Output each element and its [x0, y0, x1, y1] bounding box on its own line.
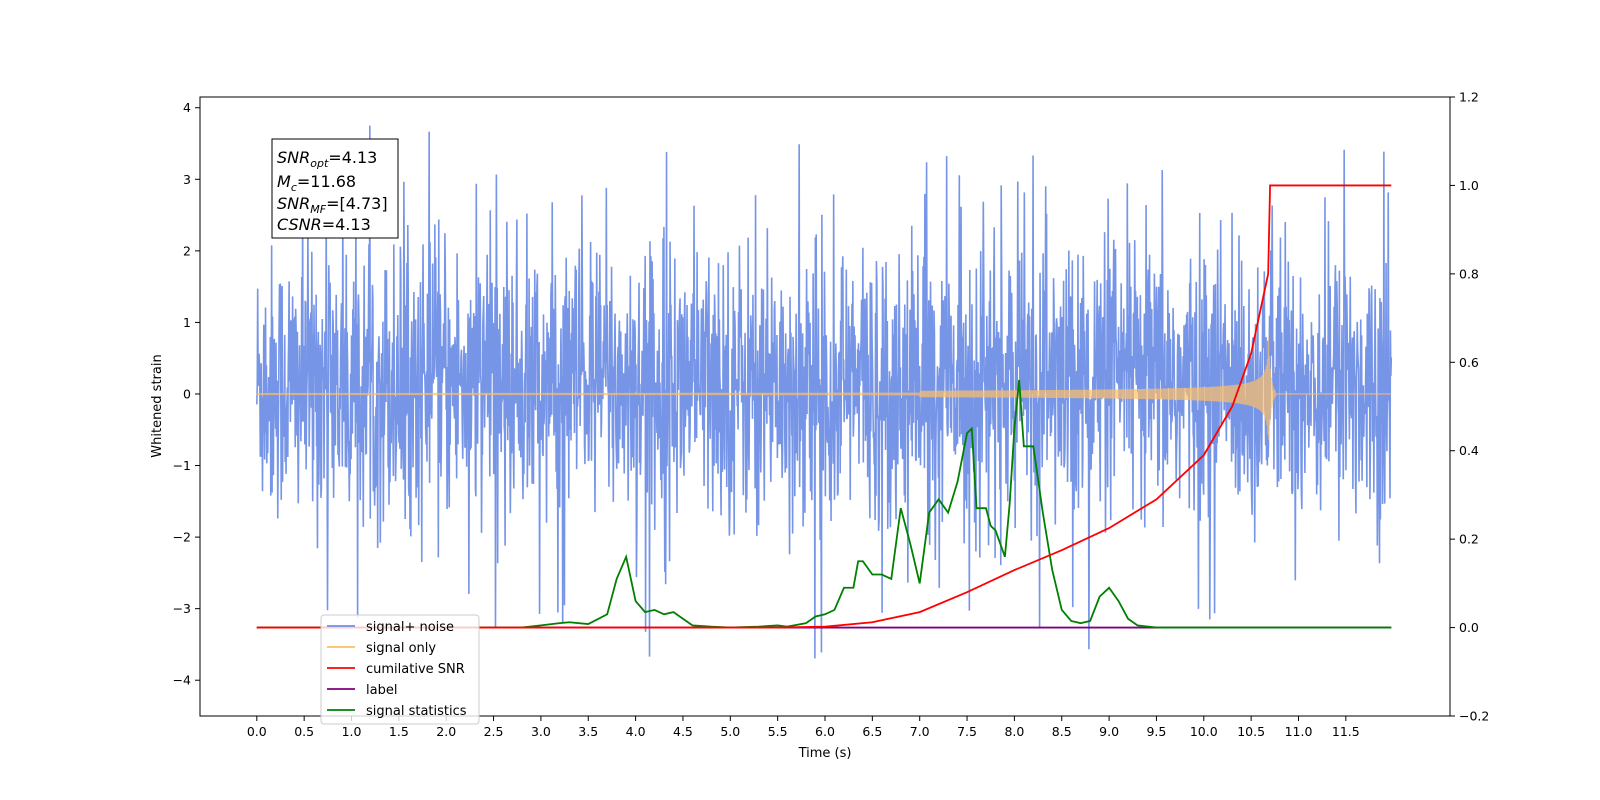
svg-text:signal+ noise: signal+ noise: [366, 620, 454, 635]
x-tick-label: 5.5: [768, 724, 788, 739]
annotation-chirp-mass: Mc=11.68: [277, 172, 356, 194]
series-cumulative-snr: [256, 184, 1392, 629]
annotation-snr-mf: SNRMF=[4.73]: [277, 194, 388, 216]
x-tick-label: 3.0: [531, 724, 551, 739]
y-axis-right: 1.2 1.0 0.8 0.6 0.4 0.2 0.0 −0.2: [1450, 90, 1489, 724]
series-signal-noise: [256, 125, 1393, 659]
svg-text:signal only: signal only: [366, 641, 436, 656]
x-tick-label: 5.0: [720, 724, 740, 739]
y-right-tick-label: 0.4: [1459, 443, 1479, 458]
y-left-tick-label: 2: [183, 243, 191, 258]
y-axis-left: 4 3 2 1 0 −1 −2 −3 −4: [173, 100, 200, 688]
x-tick-label: 8.5: [1052, 724, 1072, 739]
y-right-tick-label: 0.2: [1459, 532, 1479, 547]
x-tick-label: 7.0: [910, 724, 930, 739]
y-left-tick-label: 0: [183, 386, 191, 401]
legend-item-signal-only: signal only: [327, 641, 436, 656]
x-tick-label: 1.5: [389, 724, 409, 739]
legend: signal+ noise signal only cumilative SNR…: [320, 614, 480, 725]
x-tick-label: 10.5: [1237, 724, 1265, 739]
svg-text:label: label: [366, 683, 397, 698]
y-left-tick-label: −4: [173, 673, 191, 688]
x-tick-label: 1.0: [342, 724, 362, 739]
legend-item-cumulative-snr: cumilative SNR: [327, 662, 465, 677]
svg-text:cumilative SNR: cumilative SNR: [366, 662, 465, 677]
y-left-tick-label: −3: [173, 601, 191, 616]
plot-area: [256, 125, 1393, 659]
legend-item-label: label: [327, 683, 397, 698]
y-right-tick-label: 0.6: [1459, 355, 1479, 370]
x-tick-label: 7.5: [957, 724, 977, 739]
y-left-tick-label: −1: [173, 458, 191, 473]
y-left-tick-label: 3: [183, 172, 191, 187]
x-tick-label: 6.0: [815, 724, 835, 739]
x-tick-label: 9.5: [1146, 724, 1166, 739]
x-tick-label: 3.5: [578, 724, 598, 739]
x-tick-label: 9.0: [1099, 724, 1119, 739]
x-tick-label: 11.5: [1332, 724, 1360, 739]
x-tick-label: 4.0: [626, 724, 646, 739]
x-tick-label: 10.0: [1190, 724, 1218, 739]
y-left-tick-label: 4: [183, 100, 191, 115]
legend-item-signal-noise: signal+ noise: [327, 620, 454, 635]
y-left-tick-label: 1: [183, 315, 191, 330]
annotation-box: SNRopt=4.13 Mc=11.68 SNRMF=[4.73] CSNR=4…: [271, 138, 399, 239]
x-tick-label: 0.0: [247, 724, 267, 739]
x-axis-label: Time (s): [798, 746, 852, 761]
y-right-tick-label: −0.2: [1459, 709, 1489, 724]
annotation-csnr: CSNR=4.13: [277, 215, 371, 234]
y-axis-label: Whitened strain: [150, 354, 165, 457]
series-signal-only: [256, 338, 1392, 440]
x-tick-label: 11.0: [1285, 724, 1313, 739]
x-axis: 0.0 0.5 1.0 1.5 2.0 2.5 3.0 3.5 4.0 4.5 5.0 5.5 6.0 6…: [247, 716, 1360, 739]
x-tick-label: 8.0: [1004, 724, 1024, 739]
x-tick-label: 2.5: [484, 724, 504, 739]
x-tick-label: 4.5: [673, 724, 693, 739]
y-right-tick-label: 0.8: [1459, 266, 1479, 281]
svg-text:signal statistics: signal statistics: [366, 704, 467, 719]
x-tick-label: 0.5: [294, 724, 314, 739]
y-right-tick-label: 0.0: [1459, 620, 1479, 635]
y-right-tick-label: 1.2: [1459, 90, 1479, 105]
y-right-tick-label: 1.0: [1459, 178, 1479, 193]
x-tick-label: 2.0: [436, 724, 456, 739]
y-left-tick-label: −2: [173, 530, 191, 545]
legend-item-signal-statistics: signal statistics: [327, 704, 467, 719]
series-signal-statistics: [256, 379, 1392, 629]
x-tick-label: 6.5: [862, 724, 882, 739]
annotation-snr-opt: SNRopt=4.13: [277, 148, 377, 170]
